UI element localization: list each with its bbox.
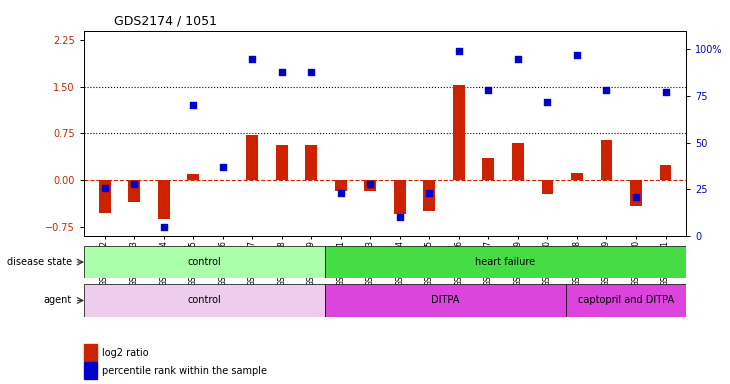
Bar: [276, 145, 288, 180]
Point: [128, 181, 140, 187]
Bar: [660, 165, 672, 180]
Point: [99, 185, 110, 191]
Text: disease state: disease state: [7, 257, 72, 267]
Text: control: control: [188, 295, 221, 306]
Point: [630, 194, 642, 200]
Point: [217, 164, 228, 170]
Point: [158, 224, 169, 230]
Point: [660, 89, 672, 95]
Bar: [630, 180, 642, 206]
Point: [276, 69, 288, 75]
Point: [394, 214, 406, 220]
Text: percentile rank within the sample: percentile rank within the sample: [102, 366, 267, 376]
Point: [305, 69, 317, 75]
Bar: [325, 246, 686, 278]
Bar: [512, 143, 524, 180]
Bar: [364, 180, 376, 191]
Text: log2 ratio: log2 ratio: [102, 348, 149, 358]
Point: [364, 181, 376, 187]
Text: captopril and DITPA: captopril and DITPA: [578, 295, 674, 306]
Bar: [158, 180, 169, 219]
Text: heart failure: heart failure: [475, 257, 536, 267]
Bar: [335, 180, 347, 191]
Bar: [325, 284, 566, 317]
Bar: [128, 180, 140, 202]
Bar: [542, 180, 553, 194]
Text: DITPA: DITPA: [431, 295, 459, 306]
Bar: [423, 180, 435, 211]
Bar: [84, 246, 325, 278]
Text: control: control: [188, 257, 221, 267]
Bar: [601, 140, 612, 180]
Bar: [84, 284, 325, 317]
Bar: [99, 180, 110, 212]
Point: [188, 103, 199, 109]
Bar: [566, 284, 686, 317]
Point: [423, 190, 435, 196]
Bar: [483, 158, 494, 180]
Bar: [305, 145, 317, 180]
Text: GDS2174 / 1051: GDS2174 / 1051: [114, 15, 217, 28]
Point: [453, 48, 465, 55]
Bar: [394, 180, 406, 214]
Bar: [453, 85, 465, 180]
Point: [483, 88, 494, 94]
Bar: [246, 135, 258, 180]
Text: agent: agent: [44, 295, 72, 306]
Point: [571, 52, 583, 58]
Bar: [188, 174, 199, 180]
Bar: [571, 173, 583, 180]
Point: [247, 56, 258, 62]
Point: [542, 99, 553, 105]
Point: [601, 88, 612, 94]
Point: [512, 56, 523, 62]
Point: [335, 190, 347, 196]
